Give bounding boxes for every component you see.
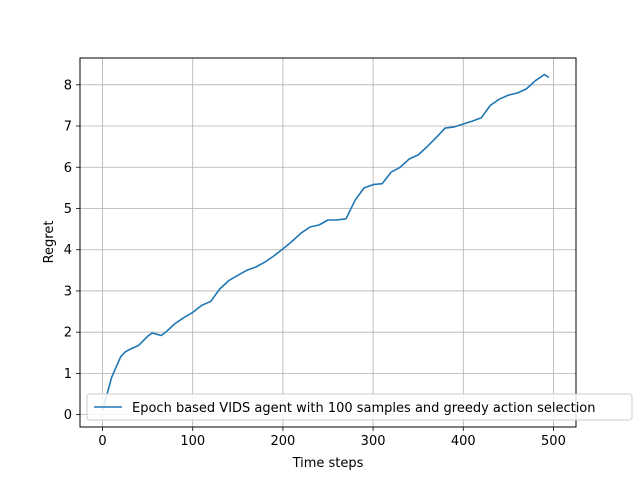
y-tick-label: 2	[64, 326, 72, 341]
legend: Epoch based VIDS agent with 100 samples …	[86, 393, 633, 421]
y-tick-label: 0	[64, 408, 72, 423]
y-tick-label: 5	[64, 202, 72, 217]
y-tick-label: 1	[64, 367, 72, 382]
x-tick-label: 300	[361, 434, 386, 449]
y-tick-label: 3	[64, 284, 72, 299]
grid-lines	[80, 58, 576, 427]
series-line	[101, 73, 550, 411]
x-tick-label: 100	[180, 434, 205, 449]
y-axis-label: Regret	[42, 221, 57, 264]
x-axis-label: Time steps	[292, 456, 364, 471]
x-tick-label: 400	[451, 434, 476, 449]
y-tick-label: 4	[64, 243, 72, 258]
plot-frame	[79, 57, 577, 428]
y-tick-label: 8	[64, 78, 72, 93]
x-tick-label: 500	[541, 434, 566, 449]
plot-area	[80, 58, 576, 427]
y-tick-label: 6	[64, 161, 72, 176]
y-axis-ticks: 0 1 2 3 4 5 6 7 8	[64, 78, 80, 423]
legend-box	[86, 393, 633, 421]
x-axis-ticks: 0 100 200 300 400 500	[98, 427, 566, 449]
x-tick-label: 0	[98, 434, 106, 449]
legend-entry-label: Epoch based VIDS agent with 100 samples …	[132, 401, 596, 416]
x-tick-label: 200	[270, 434, 295, 449]
series-layer	[101, 73, 550, 411]
y-tick-label: 7	[64, 120, 72, 135]
